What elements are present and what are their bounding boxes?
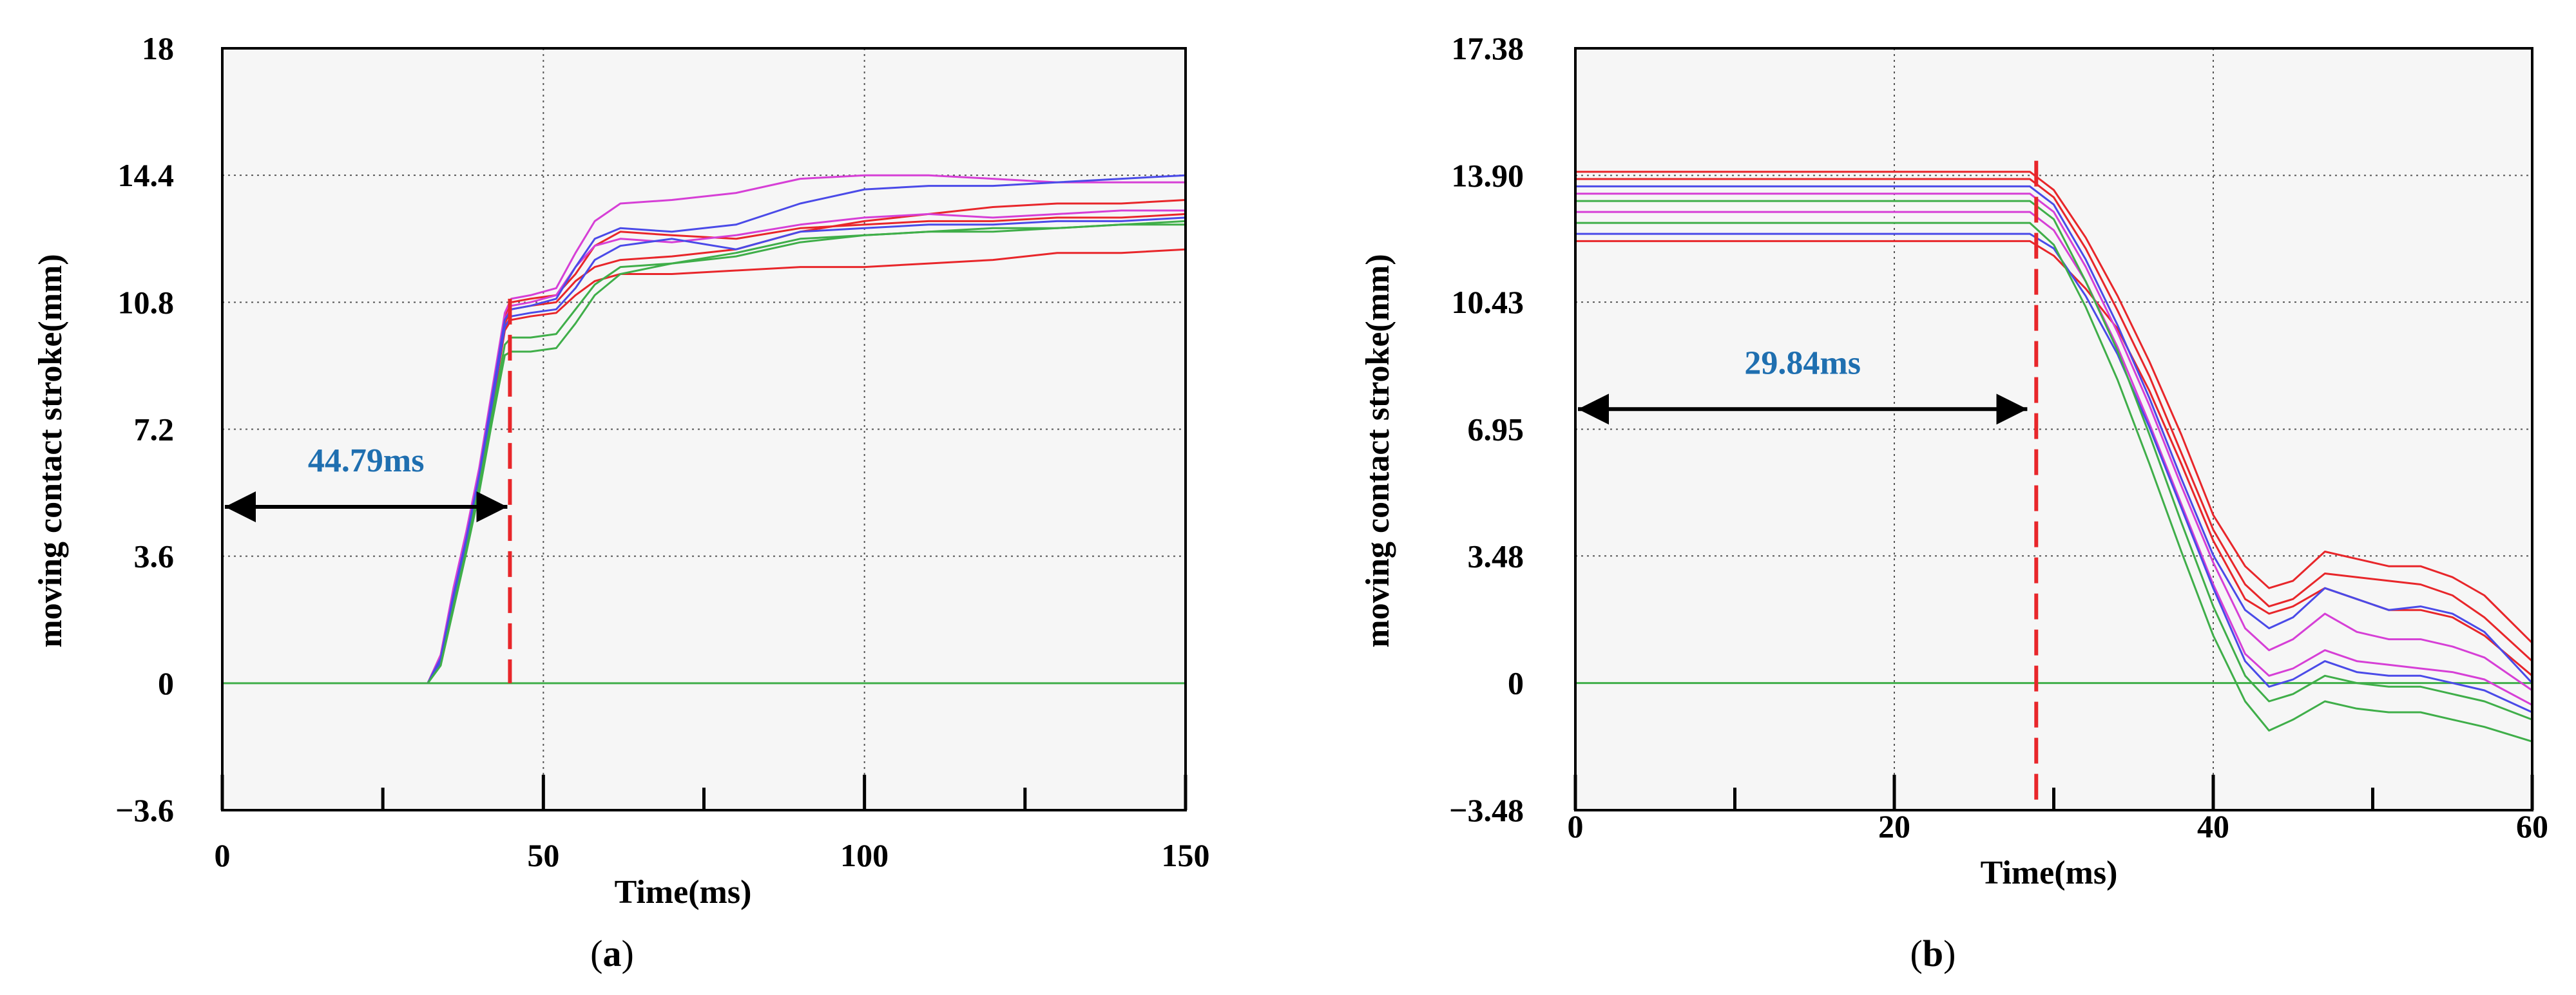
y-axis-label-b: moving contact stroke(mm) — [1360, 254, 1396, 647]
caption-a: (a) — [590, 933, 634, 974]
y-tick-label-6: 18 — [142, 30, 174, 66]
x-tick-label-3: 150 — [1162, 837, 1210, 873]
series-line-red-2 — [1575, 178, 2533, 662]
annotation-a: 44.79ms — [225, 442, 508, 522]
series-line-red-3 — [1575, 240, 2533, 677]
y-tick-labels-a: −3.6 0 3.6 7.2 10.8 14.4 18 — [115, 30, 174, 828]
axes-a — [220, 775, 1187, 810]
x-axis-label-a: Time(ms) — [615, 874, 752, 911]
series-line-blue-2 — [1575, 232, 2533, 714]
series-line-green-2 — [427, 223, 1186, 684]
y-tick-label-2: 3.48 — [1468, 538, 1524, 574]
panel-a: 44.79ms −3.603.67.210.814.418 0 50 100 150 … — [32, 30, 1210, 974]
x-tick-label-3: 60 — [2516, 808, 2548, 844]
y-tick-label-3: 7.2 — [134, 412, 175, 448]
series-line-red-1 — [1575, 171, 2533, 644]
y-tick-label-0: −3.6 — [115, 792, 174, 828]
y-tick-label-2: 3.6 — [134, 538, 175, 574]
series-group-b — [1575, 171, 2533, 743]
annotation-label-a: 44.79ms — [308, 442, 425, 479]
y-axis-label-a: moving contact stroke(mm) — [32, 254, 69, 647]
x-tick-label-0: 0 — [1568, 808, 1584, 844]
y-tick-label-1: 0 — [1508, 665, 1524, 701]
y-tick-label-1: 0 — [158, 665, 174, 701]
y-tick-label-4: 10.43 — [1452, 284, 1524, 320]
y-tick-label-6: 17.38 — [1452, 30, 1524, 66]
x-tick-labels-b: 0 20 40 60 — [1568, 808, 2549, 844]
annotation-b: 29.84ms — [1578, 345, 2028, 425]
caption-b: (b) — [1910, 933, 1956, 974]
series-line-magenta-1 — [1575, 193, 2533, 692]
annotation-label-b: 29.84ms — [1744, 345, 1861, 381]
panel-b: 29.84ms −3.48 0 3.48 6.95 10.43 13.90 17.38 0 2… — [1360, 30, 2548, 974]
y-tick-label-3: 6.95 — [1468, 412, 1524, 448]
caption-letter-b: b — [1923, 933, 1943, 974]
x-tick-labels-a: 0 50 100 150 — [215, 837, 1210, 873]
y-tick-label-5: 13.90 — [1452, 157, 1524, 193]
x-tick-label-1: 20 — [1878, 808, 1910, 844]
series-line-green-2 — [1575, 222, 2533, 743]
y-tick-labels-b: −3.48 0 3.48 6.95 10.43 13.90 17.38 — [1449, 30, 1524, 828]
y-tick-label-4: 10.8 — [118, 284, 175, 320]
x-tick-label-2: 100 — [840, 837, 889, 873]
x-axis-label-b: Time(ms) — [1981, 855, 2118, 891]
axes-b — [1573, 775, 2534, 810]
x-tick-label-1: 50 — [527, 837, 559, 873]
series-line-green-1 — [1575, 200, 2533, 721]
x-tick-label-0: 0 — [215, 837, 231, 873]
y-tick-label-5: 14.4 — [118, 157, 175, 193]
x-tick-label-2: 40 — [2197, 808, 2229, 844]
caption-letter-a: a — [603, 933, 622, 974]
series-line-blue-1 — [1575, 185, 2533, 684]
y-tick-label-0: −3.48 — [1449, 792, 1524, 828]
